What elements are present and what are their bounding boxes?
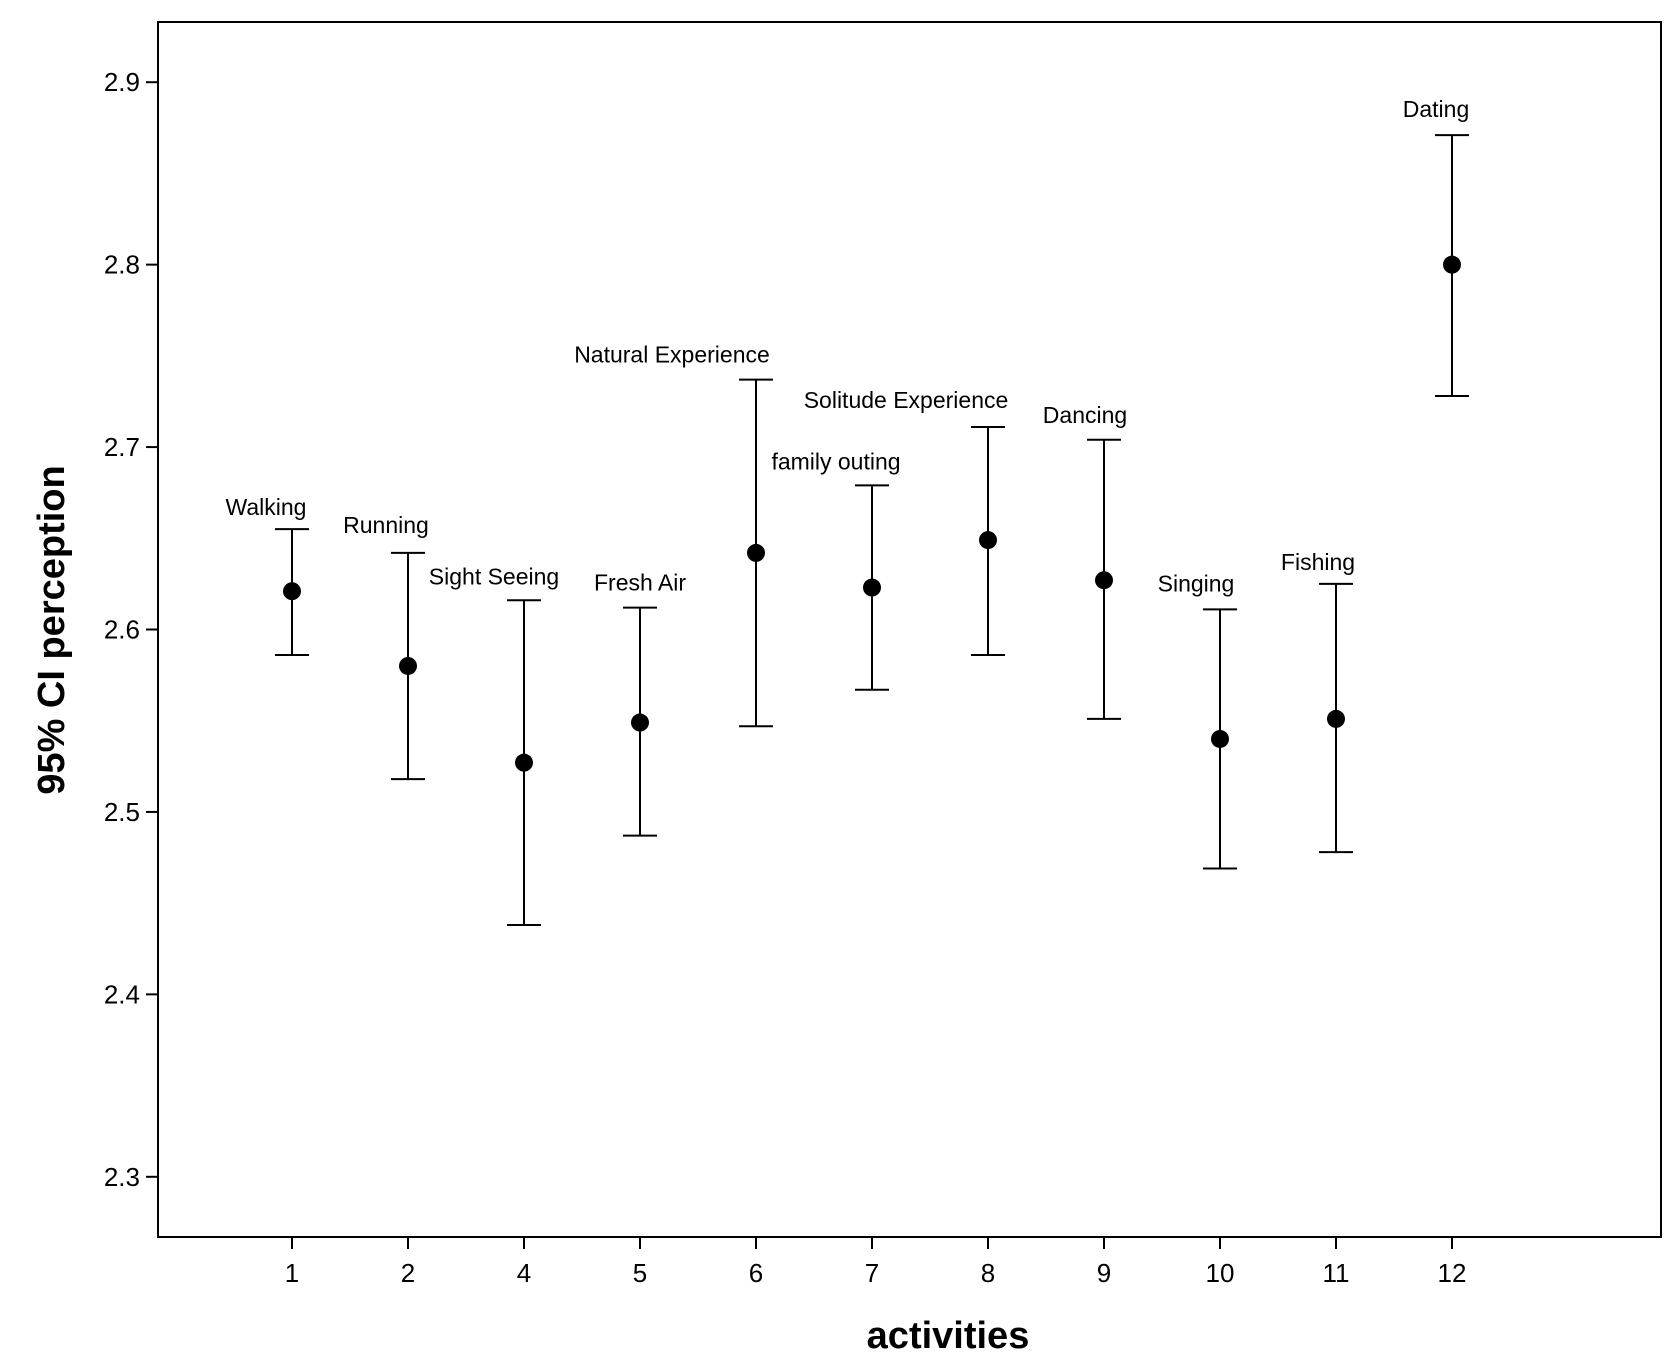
mean-point xyxy=(631,713,649,732)
x-tick-label: 5 xyxy=(633,1258,647,1288)
point-label: Natural Experience xyxy=(574,342,770,368)
mean-point xyxy=(747,543,765,562)
mean-point xyxy=(1095,571,1113,590)
x-tick-label: 9 xyxy=(1097,1258,1111,1288)
y-axis: 2.3 2.4 2.5 2.6 2.7 2.8 2.9 xyxy=(104,67,158,1192)
mean-point xyxy=(1327,709,1345,728)
point-label: Fresh Air xyxy=(594,570,686,596)
y-tick-label: 2.8 xyxy=(104,250,140,280)
y-tick-label: 2.9 xyxy=(104,67,140,97)
point-label: Singing xyxy=(1158,570,1235,596)
plot-frame xyxy=(157,21,1662,1238)
data-marks xyxy=(275,134,1469,927)
mean-point xyxy=(515,753,533,772)
mean-point xyxy=(979,531,997,550)
x-tick-label: 8 xyxy=(981,1258,995,1288)
mean-point xyxy=(399,656,417,675)
y-tick-label: 2.5 xyxy=(104,797,140,827)
point-label: Dancing xyxy=(1043,402,1127,428)
point-label: Dating xyxy=(1403,96,1469,122)
point-label: Fishing xyxy=(1281,549,1355,575)
x-tick-label: 2 xyxy=(401,1258,415,1288)
y-tick-label: 2.6 xyxy=(104,615,140,645)
mean-point xyxy=(863,578,881,597)
x-tick-label: 11 xyxy=(1323,1258,1350,1288)
x-tick-label: 12 xyxy=(1438,1258,1467,1288)
y-tick-label: 2.4 xyxy=(104,979,140,1009)
point-label: Running xyxy=(343,512,429,538)
x-axis-title: activities xyxy=(867,1315,1030,1357)
y-tick-label: 2.3 xyxy=(104,1162,140,1192)
mean-point xyxy=(283,582,301,601)
y-tick-label: 2.7 xyxy=(104,432,140,462)
point-label: Walking xyxy=(226,494,307,520)
x-tick-label: 4 xyxy=(517,1258,531,1288)
y-axis-title: 95% CI perception xyxy=(31,465,73,794)
point-label: family outing xyxy=(771,448,900,474)
x-tick-label: 6 xyxy=(749,1258,763,1288)
point-label: Sight Seeing xyxy=(429,563,559,589)
mean-point xyxy=(1211,729,1229,748)
mean-point xyxy=(1443,255,1461,274)
x-tick-label: 10 xyxy=(1206,1258,1235,1288)
x-tick-label: 1 xyxy=(285,1258,299,1288)
x-tick-label: 7 xyxy=(865,1258,879,1288)
x-axis: 1 2 4 5 6 7 8 9 10 11 12 xyxy=(285,1237,1467,1288)
point-label: Solitude Experience xyxy=(804,387,1009,413)
